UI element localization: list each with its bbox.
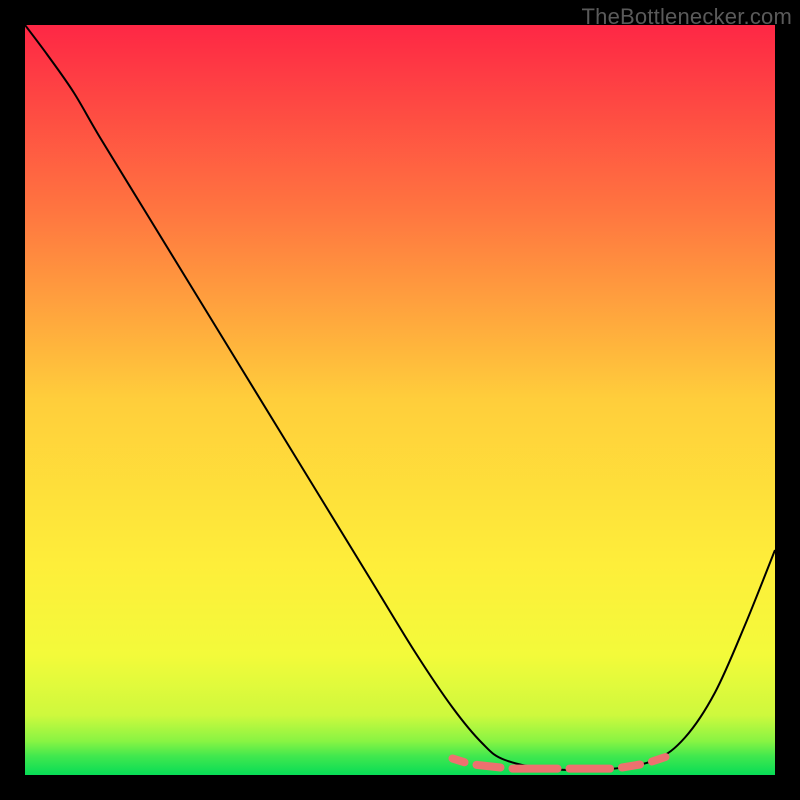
chart-root: TheBottleneсker.com [0, 0, 800, 800]
trough-marker [622, 765, 640, 768]
trough-marker [652, 757, 666, 762]
trough-marker [477, 765, 501, 768]
chart-plot [25, 25, 775, 775]
gradient-fill [25, 25, 775, 775]
trough-marker [453, 759, 465, 763]
